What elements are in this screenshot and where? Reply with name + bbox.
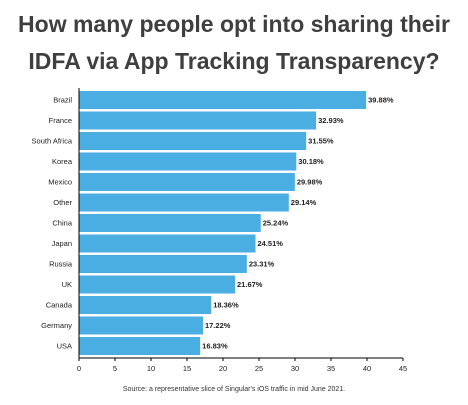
category-label: France — [49, 116, 72, 125]
category-label: Canada — [46, 301, 73, 310]
bar-korea — [79, 152, 297, 171]
category-label: USA — [57, 342, 72, 351]
data-label: 24.51% — [257, 239, 283, 248]
x-tick-label: 45 — [399, 364, 407, 373]
category-label: Other — [53, 198, 72, 207]
bar-other — [79, 193, 289, 212]
data-label: 16.83% — [202, 342, 228, 351]
category-label: Germany — [41, 321, 72, 330]
bar-france — [79, 111, 317, 130]
category-label: Brazil — [53, 96, 72, 105]
category-label: Korea — [52, 157, 73, 166]
data-label: 29.98% — [297, 178, 323, 187]
bar-germany — [79, 316, 203, 335]
data-label: 32.93% — [318, 116, 344, 125]
data-label: 29.14% — [291, 198, 317, 207]
data-label: 18.36% — [213, 301, 239, 310]
category-label: Russia — [49, 260, 73, 269]
data-label: 30.18% — [298, 157, 324, 166]
bar-china — [79, 214, 261, 232]
data-label: 23.31% — [249, 260, 275, 269]
data-label: 31.55% — [308, 137, 334, 146]
data-label: 21.67% — [237, 280, 263, 289]
chart-title-line-1: How many people opt into sharing their — [18, 11, 450, 37]
chart-title-line-2: IDFA via App Tracking Transparency? — [28, 48, 440, 74]
bar-brazil — [79, 91, 367, 109]
bar-uk — [79, 275, 236, 294]
category-label: UK — [62, 280, 72, 289]
bar-south-africa — [79, 132, 307, 150]
category-label: Mexico — [48, 178, 72, 187]
x-tick-label: 10 — [147, 364, 155, 373]
category-label: China — [52, 219, 72, 228]
x-tick-label: 25 — [255, 364, 263, 373]
x-tick-label: 15 — [183, 364, 191, 373]
x-tick-label: 0 — [77, 364, 81, 373]
x-tick-label: 5 — [113, 364, 117, 373]
bar-usa — [79, 337, 201, 355]
x-tick-label: 40 — [363, 364, 371, 373]
bar-mexico — [79, 173, 295, 191]
data-label: 17.22% — [205, 321, 231, 330]
source-note: Source: a representative slice of Singul… — [122, 386, 346, 393]
category-label: South Africa — [32, 137, 73, 146]
x-tick-label: 20 — [219, 364, 227, 373]
x-tick-label: 35 — [327, 364, 335, 373]
category-label: Japan — [52, 239, 72, 248]
data-label: 39.88% — [368, 96, 394, 105]
bar-japan — [79, 234, 256, 253]
data-label: 25.24% — [263, 219, 289, 228]
bar-canada — [79, 296, 212, 314]
x-tick-label: 30 — [291, 364, 299, 373]
bar-russia — [79, 255, 247, 273]
chart-title: How many people opt into sharing their I… — [0, 6, 468, 80]
